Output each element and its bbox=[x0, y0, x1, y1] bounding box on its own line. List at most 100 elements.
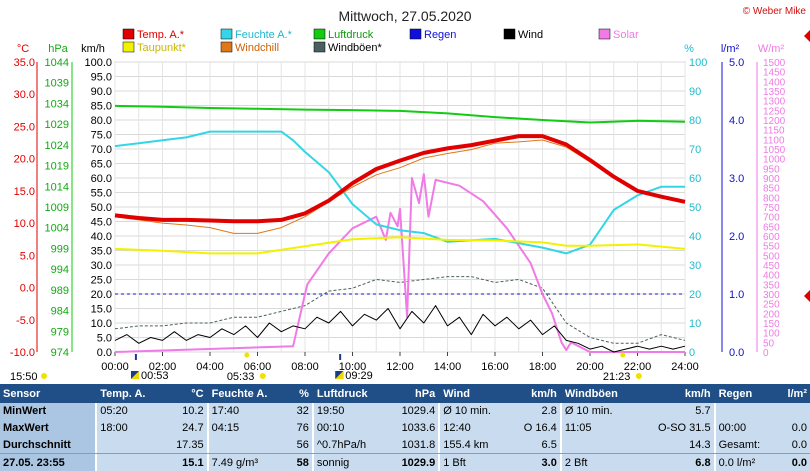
solar-tick-label: 950 bbox=[763, 164, 780, 175]
wind-tick-label: 55.0 bbox=[91, 188, 112, 200]
legend-label: Taupunkt* bbox=[137, 42, 187, 54]
wind-tick-label: 20.0 bbox=[91, 289, 112, 301]
stats-cell: 1 Bft bbox=[440, 453, 510, 471]
stats-cell: Gesamt: bbox=[715, 436, 777, 454]
legend-swatch bbox=[220, 28, 233, 40]
stats-header-temp-unit: °C bbox=[163, 384, 207, 404]
sun-marker-icon bbox=[335, 371, 344, 379]
wind-tick-label: 85.0 bbox=[91, 101, 112, 113]
press-tick-label: 1014 bbox=[45, 181, 69, 193]
hum-tick-label: 100 bbox=[689, 57, 707, 69]
solar-tick-label: 1050 bbox=[763, 145, 786, 156]
hum-axis-unit: % bbox=[684, 43, 694, 55]
hum-tick-label: 20 bbox=[689, 289, 701, 301]
stats-cell: 17:40 bbox=[208, 403, 289, 420]
wind-tick-label: 40.0 bbox=[91, 231, 112, 243]
x-tick-label: 04:00 bbox=[196, 361, 224, 373]
x-tick-label: 02:00 bbox=[149, 361, 177, 373]
wind-tick-label: 30.0 bbox=[91, 260, 112, 272]
temp-tick-label: -5.0 bbox=[16, 315, 35, 327]
weather-chart: Mittwoch, 27.05.2020 © Weber Mike Temp. … bbox=[10, 6, 810, 383]
legend-label: Windchill bbox=[235, 42, 279, 54]
temp-tick-label: 0.0 bbox=[20, 283, 35, 295]
sun-dot-icon bbox=[244, 352, 250, 358]
stats-header-gusts: Windböen bbox=[561, 384, 638, 404]
stats-row-label: MaxWert bbox=[0, 419, 96, 437]
stats-cell: O-SO 31.5 bbox=[638, 419, 714, 437]
temp-tick-label: 25.0 bbox=[14, 121, 35, 133]
hum-tick-label: 30 bbox=[689, 260, 701, 272]
stats-cell: 6.5 bbox=[509, 436, 560, 454]
stats-cell bbox=[776, 403, 810, 420]
temp-tick-label: 20.0 bbox=[14, 154, 35, 166]
stats-cell: 1033.6 bbox=[387, 419, 439, 437]
solar-tick-label: 1400 bbox=[763, 77, 786, 88]
press-tick-label: 999 bbox=[51, 243, 69, 255]
grid bbox=[114, 61, 686, 353]
stats-row-label: MinWert bbox=[0, 403, 96, 420]
stats-cell: 18:00 bbox=[97, 419, 164, 437]
rain-tick-label: 3.0 bbox=[729, 173, 744, 185]
solar-tick-label: 1100 bbox=[763, 135, 785, 146]
rain-axis-unit: l/m² bbox=[721, 43, 740, 55]
temp-tick-label: 10.0 bbox=[14, 218, 35, 230]
stats-cell: 32 bbox=[288, 403, 312, 420]
solar-tick-label: 150 bbox=[763, 319, 780, 330]
solar-tick-label: 550 bbox=[763, 242, 780, 253]
hum-tick-label: 40 bbox=[689, 231, 701, 243]
right-edge-marker bbox=[804, 290, 810, 302]
temp-tick-label: 35.0 bbox=[14, 57, 35, 69]
series-luftdruck bbox=[114, 104, 686, 124]
stats-cell: 0.0 bbox=[776, 419, 810, 437]
hum-tick-label: 10 bbox=[689, 318, 701, 330]
stats-cell: 14.3 bbox=[638, 436, 714, 454]
press-tick-label: 984 bbox=[51, 306, 69, 318]
stats-cell: 2 Bft bbox=[561, 453, 638, 471]
legend-swatch bbox=[503, 28, 516, 40]
solar-tick-label: 1000 bbox=[763, 155, 786, 166]
sun-marker-label: 09:29 bbox=[345, 370, 373, 382]
solar-tick-label: 650 bbox=[763, 222, 780, 233]
sun-dot-icon bbox=[620, 352, 626, 358]
solar-tick-label: 1300 bbox=[763, 97, 786, 108]
legend-swatch bbox=[122, 28, 135, 40]
sun-dot-icon bbox=[41, 373, 47, 379]
solar-tick-label: 0 bbox=[763, 348, 769, 359]
x-tick-label: 22:00 bbox=[624, 361, 652, 373]
solar-tick-label: 1150 bbox=[763, 126, 785, 137]
solar-tick-label: 450 bbox=[763, 261, 780, 272]
wind-tick-label: 95.0 bbox=[91, 72, 112, 84]
solar-tick-label: 600 bbox=[763, 232, 780, 243]
stats-header-wind: Wind bbox=[440, 384, 510, 404]
stats-cell: 2.8 bbox=[509, 403, 560, 420]
temp-axis-unit: °C bbox=[17, 43, 29, 55]
legend-label: Feuchte A.* bbox=[235, 29, 293, 41]
wind-tick-label: 100.0 bbox=[84, 57, 112, 69]
sun-marker-label: 15:50 bbox=[10, 371, 38, 383]
stats-cell: 12:40 bbox=[440, 419, 510, 437]
stats-header-wind-unit: km/h bbox=[509, 384, 560, 404]
press-tick-label: 989 bbox=[51, 285, 69, 297]
sun-dot-icon bbox=[635, 373, 642, 379]
x-tick-label: 24:00 bbox=[671, 361, 699, 373]
stats-cell: 11:05 bbox=[561, 419, 638, 437]
hum-tick-label: 80 bbox=[689, 115, 701, 127]
solar-tick-label: 750 bbox=[763, 203, 780, 214]
stats-cell: 7.49 g/m³ bbox=[208, 453, 289, 471]
press-tick-label: 979 bbox=[51, 326, 69, 338]
hum-tick-label: 60 bbox=[689, 173, 701, 185]
solar-tick-label: 800 bbox=[763, 193, 780, 204]
stats-cell: 0.0 bbox=[776, 436, 810, 454]
legend-label: Solar bbox=[613, 29, 639, 41]
wind-tick-label: 0.0 bbox=[97, 347, 112, 359]
solar-axis-unit: W/m² bbox=[758, 43, 785, 55]
stats-cell: 0.0 bbox=[776, 453, 810, 471]
sun-markers: 15:50 00:53 05:33 09:29 21:23 bbox=[10, 352, 642, 383]
stats-header-pressure: Luftdruck bbox=[313, 384, 388, 404]
solar-tick-label: 850 bbox=[763, 184, 780, 195]
press-tick-label: 994 bbox=[51, 264, 69, 276]
sun-marker-label: 21:23 bbox=[603, 371, 631, 383]
hum-tick-label: 50 bbox=[689, 202, 701, 214]
press-tick-label: 1024 bbox=[45, 140, 69, 152]
wind-tick-label: 25.0 bbox=[91, 275, 112, 287]
